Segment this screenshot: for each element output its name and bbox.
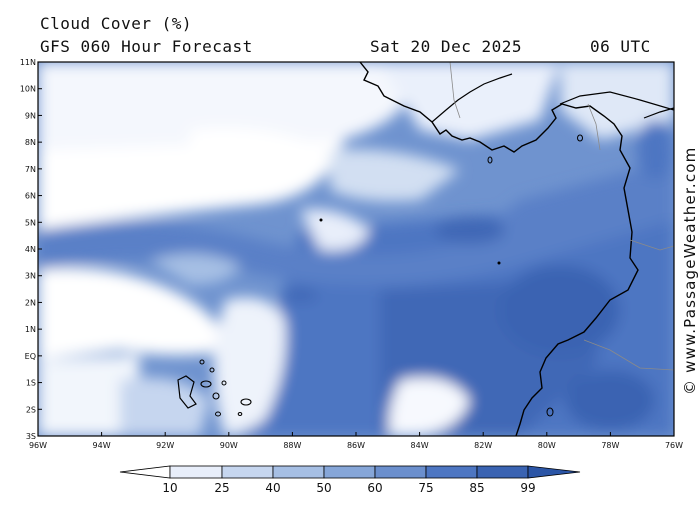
colorbar-segment xyxy=(476,465,529,479)
lat-label: 4N xyxy=(25,245,36,254)
colorbar-segment xyxy=(169,465,223,479)
lon-label: 88W xyxy=(283,441,301,450)
lat-label: 7N xyxy=(25,165,36,174)
colorbar-segment xyxy=(374,465,427,479)
colorbar-max-arrow xyxy=(527,465,581,479)
forecast-subtitle: GFS 060 Hour Forecast xyxy=(40,37,253,56)
lon-label: 84W xyxy=(411,441,429,450)
lat-label: EQ xyxy=(25,352,36,361)
colorbar-tick-label: 60 xyxy=(367,481,382,495)
lon-label: 80W xyxy=(538,441,556,450)
colorbar-segment xyxy=(221,465,274,479)
lat-label: 6N xyxy=(25,192,36,201)
lat-label: 9N xyxy=(25,111,36,120)
lon-label: 76W xyxy=(665,441,683,450)
lat-label: 2S xyxy=(26,405,36,414)
lat-label: 1S xyxy=(26,379,36,388)
lat-label: 11N xyxy=(20,58,36,67)
lat-label: 5N xyxy=(25,218,36,227)
colorbar-tick-label: 50 xyxy=(316,481,331,495)
lon-label: 78W xyxy=(601,441,619,450)
colorbar-tick-label: 75 xyxy=(418,481,433,495)
lon-label: 92W xyxy=(156,441,174,450)
colorbar-tick-label: 10 xyxy=(162,481,177,495)
lat-label: 3N xyxy=(25,272,36,281)
colorbar-segment xyxy=(272,465,325,479)
cloud-field xyxy=(38,62,674,436)
credit-text: © www.PassageWeather.com xyxy=(681,146,699,395)
lat-label: 8N xyxy=(25,138,36,147)
colorbar-min-arrow xyxy=(119,465,171,479)
lon-label: 90W xyxy=(220,441,238,450)
colorbar: 10 25 40 50 60 75 85 99 xyxy=(119,465,581,495)
map-title: Cloud Cover (%) xyxy=(40,14,192,33)
forecast-date: Sat 20 Dec 2025 xyxy=(370,37,522,56)
lon-label: 82W xyxy=(474,441,492,450)
colorbar-tick-label: 85 xyxy=(469,481,484,495)
lat-label: 10N xyxy=(20,85,36,94)
lon-label: 94W xyxy=(93,441,111,450)
colorbar-tick-label: 99 xyxy=(520,481,535,495)
colorbar-tick-label: 25 xyxy=(214,481,229,495)
lat-label: 1N xyxy=(25,325,36,334)
colorbar-tick-label: 40 xyxy=(265,481,280,495)
forecast-time: 06 UTC xyxy=(590,37,651,56)
colorbar-segment xyxy=(323,465,376,479)
lon-label: 86W xyxy=(347,441,365,450)
lat-label: 2N xyxy=(25,298,36,307)
latitude-labels: 11N 10N 9N 8N 7N 6N 5N 4N 3N 2N 1N EQ 1S 2S 3S xyxy=(20,58,42,441)
lat-label: 3S xyxy=(26,432,36,441)
colorbar-segment xyxy=(425,465,478,479)
lon-label: 96W xyxy=(29,441,47,450)
longitude-labels: 96W 94W 92W 90W 88W 86W 84W 82W 80W 78W 76W xyxy=(29,432,683,450)
